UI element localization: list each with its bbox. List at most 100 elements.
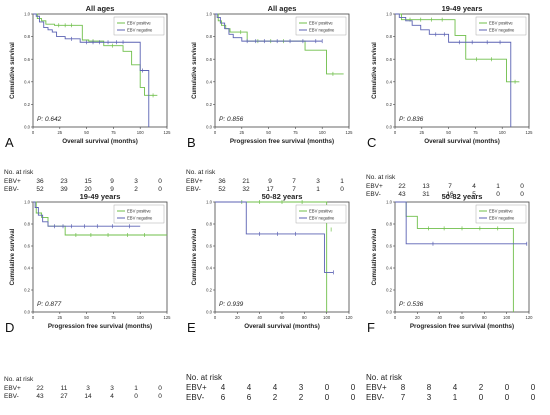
risk-value: 2 [134,186,138,193]
y-tick-label: 0.0 [24,125,30,130]
risk-value: 0 [530,393,536,402]
x-tick-label: 50 [84,130,89,135]
x-tick-label: 50 [446,130,451,135]
panel-letter: F [367,320,375,335]
y-tick-label: 0.6 [206,57,212,62]
x-tick-label: 120 [346,315,354,320]
x-tick-label: 100 [319,130,327,135]
y-tick-label: 0.0 [206,125,212,130]
km-panel-e: 50-82 years 0.0 0.2 0.4 0.6 0.8 1.0 0 20 40 60 80 10… [187,192,354,335]
y-tick-label: 0.8 [386,222,392,227]
risk-table-c: No. at risk EBV+ 22 13 7 4 1 0 EBV- 43 31 16 5 0 0 [366,174,534,200]
x-tick-label: 50 [266,130,271,135]
series-line-ebv-positive [395,13,520,83]
x-tick-label: 25 [57,130,62,135]
risk-row: EBV+ 36 21 9 7 3 1 [186,178,354,187]
risk-value: 0 [350,383,356,392]
risk-value: 3 [298,383,304,392]
panel-letter: A [5,135,14,150]
legend-box [113,16,165,36]
y-tick-label: 0.4 [24,266,30,271]
y-axis-label: Cumulative survival [10,228,16,285]
km-panel-b: All ages 0.0 0.2 0.4 0.6 0.8 1.0 0 25 50 75 100 125 P… [187,4,354,150]
y-tick-label: 1.0 [206,12,212,17]
y-tick-label: 1.0 [206,200,212,205]
risk-value: 4 [110,393,114,400]
legend-entry: EBV positive [309,209,333,214]
risk-value: 23 [60,177,68,185]
risk-row-label: EBV+ [4,384,21,392]
risk-value: 16 [446,191,454,198]
legend-entry: EBV negative [309,28,335,33]
x-tick-label: 50 [84,315,89,320]
risk-row: EBV+ 22 13 7 4 1 0 [366,183,534,192]
risk-value: 0 [134,393,138,400]
risk-row: EBV- 43 27 14 4 0 0 [4,393,172,402]
x-tick-label: 25 [57,315,62,320]
legend-entry: EBV negative [127,28,153,33]
x-axis-label: Overall survival (months) [244,323,320,330]
x-axis-label: Progression free survival (months) [48,323,152,330]
risk-value: 11 [60,384,68,392]
x-tick-label: 0 [214,315,217,320]
y-tick-label: 0.8 [24,222,30,227]
x-tick-label: 0 [394,315,397,320]
risk-value: 3 [110,384,114,392]
y-tick-label: 0.8 [24,34,30,39]
x-tick-label: 60 [280,315,285,320]
risk-value: 9 [110,177,114,185]
y-tick-label: 0.6 [24,244,30,249]
risk-value: 13 [422,182,430,190]
risk-value: 52 [218,186,226,193]
risk-row: EBV- 6 6 2 2 0 0 [186,393,366,403]
risk-table-title: No. at risk [366,373,403,382]
x-tick-label: 100 [499,130,507,135]
y-tick-label: 0.4 [24,79,30,84]
x-tick-label: 0 [32,315,35,320]
y-tick-label: 0.0 [206,310,212,315]
y-tick-label: 0.6 [24,57,30,62]
risk-row: EBV- 52 32 17 7 1 0 [186,186,354,195]
x-tick-label: 75 [293,130,298,135]
series-line-ebv-negative [395,201,527,245]
series-line-ebv-positive [215,13,344,75]
risk-value: 14 [84,393,92,400]
legend-entry: EBV positive [489,21,513,26]
risk-row-label: EBV- [4,186,19,193]
risk-value: 8 [426,383,432,392]
x-tick-label: 100 [503,315,511,320]
risk-value: 39 [60,186,68,193]
risk-value: 22 [398,182,406,190]
panel-letter: E [187,320,196,335]
x-tick-label: 125 [526,130,534,135]
x-tick-label: 75 [473,130,478,135]
p-value: P: 0.877 [37,301,62,308]
risk-value: 6 [220,393,226,402]
series-line-ebv-negative [395,13,512,127]
risk-value: 4 [220,383,226,392]
risk-row-label: EBV+ [4,177,21,185]
legend-entry: EBV negative [489,216,515,221]
x-tick-label: 120 [526,315,534,320]
risk-table-e: No. at risk EBV+ 4 4 4 3 0 0 EBV- 6 6 2 2 0 0 [186,373,366,403]
legend-box [113,204,165,224]
risk-table-b: No. at risk EBV+ 36 21 9 7 3 1 EBV- 52 32 17 7 1 0 [186,169,354,195]
risk-table-a: No. at risk EBV+ 36 23 15 9 3 0 EBV- 52 39 20 9 2 0 [4,169,172,195]
x-tick-label: 100 [137,315,145,320]
x-tick-label: 75 [111,130,116,135]
p-value: P: 0.536 [399,301,424,308]
risk-row-label: EBV+ [186,383,207,392]
risk-value: 9 [110,186,114,193]
risk-row: EBV- 43 31 16 5 0 0 [366,191,534,200]
x-tick-label: 60 [460,315,465,320]
risk-value: 4 [472,182,476,190]
y-axis-label: Cumulative survival [192,228,198,285]
risk-value: 9 [268,177,272,185]
risk-row-label: EBV- [366,393,385,402]
risk-value: 36 [36,177,44,185]
km-panel-a: All ages 0.0 0.2 0.4 0.6 0.8 1.0 0 25 50 75 100 125 O… [5,4,171,150]
p-value: P: 0.939 [219,301,244,308]
x-tick-label: 125 [346,130,354,135]
x-tick-label: 20 [415,315,420,320]
